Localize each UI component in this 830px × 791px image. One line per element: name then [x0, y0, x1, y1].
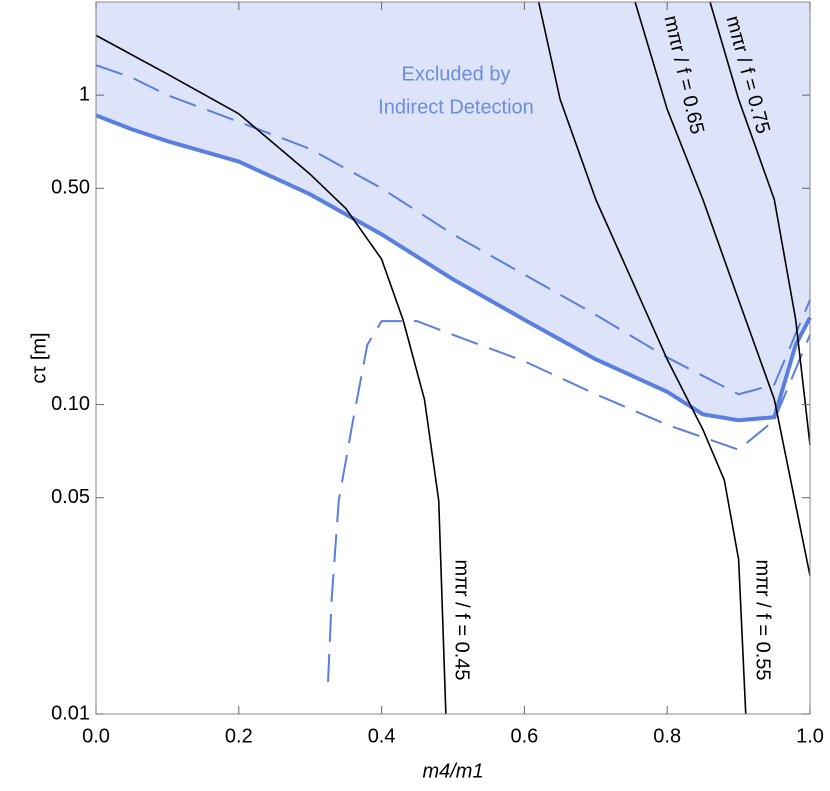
- annotation: Excluded by: [402, 63, 511, 85]
- y-tick-label: 1: [79, 83, 90, 105]
- y-tick-label: 0.50: [51, 177, 90, 199]
- series-line: [537, 1, 747, 715]
- x-tick-label: 0.6: [510, 725, 538, 747]
- series-line: [709, 1, 811, 446]
- series-line: [327, 320, 811, 682]
- y-tick-label: 0.01: [51, 702, 90, 724]
- series-line: [95, 113, 812, 423]
- x-tick-label: 0.2: [225, 725, 253, 747]
- x-axis-label: m4/m1: [422, 760, 483, 782]
- contour-label: mπr / f = 0.45: [451, 559, 473, 680]
- series-line: [634, 1, 811, 576]
- x-tick-label: 0.4: [368, 725, 396, 747]
- y-axis-label: cτ [m]: [28, 332, 50, 383]
- y-tick-label: 0.10: [51, 393, 90, 415]
- annotation: Indirect Detection: [378, 96, 534, 118]
- contour-label: mπr / f = 0.55: [752, 559, 774, 680]
- x-tick-label: 0.8: [653, 725, 681, 747]
- x-tick-label: 1.0: [796, 725, 824, 747]
- excluded-region: [96, 2, 810, 421]
- x-tick-label: 0.0: [82, 725, 110, 747]
- y-tick-label: 0.05: [51, 486, 90, 508]
- series-line: [95, 34, 447, 715]
- plot-frame: [95, 1, 811, 715]
- series-line: [95, 64, 811, 396]
